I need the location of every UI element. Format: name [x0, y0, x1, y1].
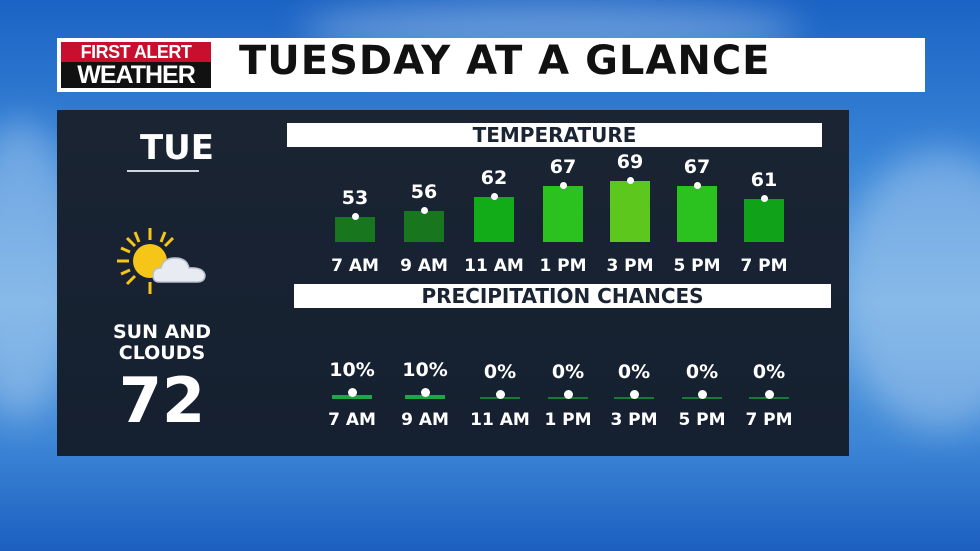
precipitation-time-label: 3 PM: [610, 410, 658, 430]
logo-bottom-text: WEATHER: [61, 62, 211, 88]
condition-line-1: SUN AND: [112, 321, 211, 343]
temperature-value: 67: [683, 155, 711, 178]
temperature-heading: TEMPERATURE: [287, 123, 822, 147]
condition-text: SUN AND CLOUDS: [97, 322, 227, 364]
temperature-bar: [744, 199, 784, 242]
temperature-value: 67: [549, 155, 577, 178]
precipitation-dot: [697, 390, 707, 399]
precipitation-time-label: 11 AM: [470, 410, 530, 430]
precipitation-dot: [347, 388, 357, 397]
precipitation-dot: [420, 388, 430, 397]
temperature-bar: [610, 181, 650, 242]
temperature-time-label: 11 AM: [464, 256, 524, 276]
temperature-dot: [760, 195, 768, 203]
precipitation-time-label: 9 AM: [401, 410, 449, 430]
temperature-time-label: 7 AM: [331, 256, 379, 276]
precipitation-value: 0%: [551, 361, 585, 383]
precipitation-bar: [405, 395, 445, 399]
temperature-time-label: 9 AM: [400, 256, 448, 276]
temperature-value: 61: [750, 169, 778, 192]
temperature-dot: [490, 193, 498, 200]
precipitation-value: 0%: [685, 361, 719, 383]
precipitation-time-label: 1 PM: [544, 410, 592, 430]
precipitation-value: 0%: [752, 361, 786, 383]
precipitation-dot: [563, 390, 573, 399]
temperature-dot: [351, 213, 359, 221]
precipitation-value: 10%: [329, 359, 375, 381]
page-title: TUESDAY AT A GLANCE: [239, 38, 771, 84]
day-underline: [127, 170, 199, 172]
temperature-value: 53: [341, 187, 369, 210]
day-name: TUE: [139, 128, 215, 168]
condition-line-2: CLOUDS: [118, 342, 206, 364]
precipitation-dot: [629, 390, 639, 399]
precipitation-value: 0%: [483, 361, 517, 383]
temperature-time-label: 3 PM: [606, 256, 654, 276]
temperature-time-label: 1 PM: [539, 256, 587, 276]
header-bar: FIRST ALERT WEATHER TUESDAY AT A GLANCE: [57, 38, 925, 92]
temperature-value: 56: [410, 180, 438, 203]
temperature-value: 62: [480, 167, 508, 189]
temperature-dot: [420, 206, 428, 214]
temperature-bar: [677, 185, 717, 242]
precipitation-time-label: 5 PM: [678, 410, 726, 430]
precipitation-dot: [764, 390, 774, 399]
precipitation-value: 10%: [402, 359, 448, 381]
temperature-bar: [474, 197, 514, 242]
temperature-time-label: 5 PM: [673, 256, 721, 276]
precipitation-time-label: 7 AM: [328, 410, 376, 430]
temperature-time-label: 7 PM: [740, 256, 788, 276]
high-temperature: 72: [118, 364, 206, 437]
temperature-value: 69: [616, 151, 644, 174]
temperature-dot: [626, 177, 634, 185]
temperature-bar: [543, 185, 583, 242]
precipitation-time-label: 7 PM: [745, 410, 793, 430]
sun-and-cloud-icon: [117, 228, 206, 294]
temperature-dot: [693, 181, 701, 189]
precipitation-heading: PRECIPITATION CHANCES: [294, 284, 831, 308]
forecast-panel: TUE SUN AND CLOUDS 72 TEMPERATURE PRECIP…: [57, 110, 849, 456]
first-alert-weather-logo: FIRST ALERT WEATHER: [61, 42, 211, 88]
temperature-bar: [404, 210, 444, 242]
precipitation-dot: [495, 390, 505, 399]
temperature-bar: [335, 217, 375, 242]
logo-top-text: FIRST ALERT: [61, 42, 211, 62]
temperature-dot: [559, 181, 567, 189]
precipitation-value: 0%: [617, 361, 651, 383]
precipitation-bar: [332, 395, 372, 399]
